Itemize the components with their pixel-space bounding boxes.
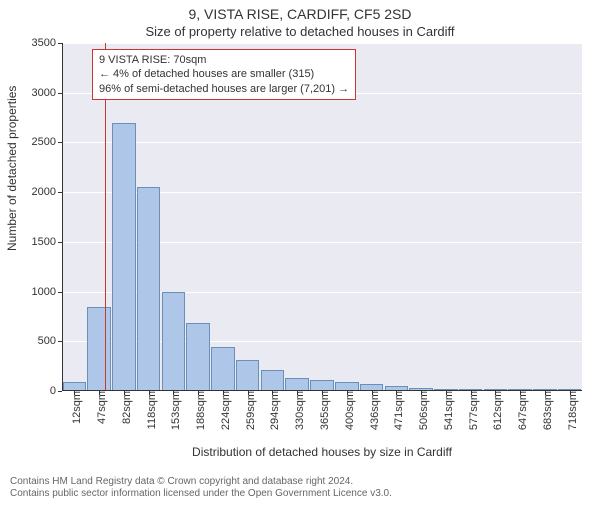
- x-tick-label: 118sqm: [140, 391, 158, 429]
- x-tick-label: 12sqm: [65, 391, 83, 424]
- x-tick-label: 294sqm: [263, 391, 281, 430]
- y-axis-label: Number of detached properties: [5, 86, 19, 251]
- y-tick-mark: [58, 43, 62, 44]
- callout-box: 9 VISTA RISE: 70sqm ← 4% of detached hou…: [92, 49, 356, 100]
- y-tick-mark: [58, 292, 62, 293]
- x-axis-label: Distribution of detached houses by size …: [62, 445, 582, 459]
- histogram-bar: [186, 323, 210, 391]
- x-tick-label: 683sqm: [536, 391, 554, 430]
- chart-title: 9, VISTA RISE, CARDIFF, CF5 2SD: [0, 6, 600, 22]
- chart-plot-area: 9 VISTA RISE: 70sqm ← 4% of detached hou…: [62, 43, 582, 391]
- histogram-bar: [236, 360, 260, 391]
- histogram-bar: [211, 347, 235, 391]
- x-tick-label: 612sqm: [486, 391, 504, 430]
- x-tick-label: 506sqm: [412, 391, 430, 430]
- histogram-bar: [360, 384, 384, 391]
- x-tick-label: 330sqm: [288, 391, 306, 430]
- x-tick-label: 541sqm: [437, 391, 455, 430]
- x-tick-label: 718sqm: [561, 391, 579, 430]
- x-tick-label: 400sqm: [338, 391, 356, 430]
- chart-subtitle: Size of property relative to detached ho…: [0, 24, 600, 39]
- footer-line2: Contains public sector information licen…: [10, 488, 392, 500]
- y-tick-mark: [58, 242, 62, 243]
- x-tick-label: 153sqm: [164, 391, 182, 430]
- callout-line3: 96% of semi-detached houses are larger (…: [99, 82, 349, 96]
- histogram-bar: [261, 370, 285, 391]
- footer-line1: Contains HM Land Registry data © Crown c…: [10, 476, 392, 488]
- histogram-bar: [335, 382, 359, 391]
- y-tick-mark: [58, 391, 62, 392]
- x-tick-label: 365sqm: [313, 391, 331, 430]
- x-tick-label: 647sqm: [511, 391, 529, 430]
- histogram-bar: [285, 378, 309, 391]
- x-tick-label: 188sqm: [189, 391, 207, 430]
- histogram-bar: [87, 307, 111, 392]
- histogram-bar: [112, 123, 136, 391]
- x-tick-label: 577sqm: [462, 391, 480, 430]
- y-tick-mark: [58, 93, 62, 94]
- callout-line1: 9 VISTA RISE: 70sqm: [99, 53, 349, 67]
- x-tick-label: 471sqm: [387, 391, 405, 430]
- x-tick-label: 224sqm: [214, 391, 232, 430]
- y-tick-mark: [58, 192, 62, 193]
- callout-line2: ← 4% of detached houses are smaller (315…: [99, 67, 349, 81]
- x-tick-label: 259sqm: [239, 391, 257, 430]
- x-tick-label: 436sqm: [363, 391, 381, 430]
- y-tick-mark: [58, 341, 62, 342]
- gridline: [62, 142, 582, 143]
- histogram-bar: [162, 292, 186, 391]
- x-tick-label: 47sqm: [90, 391, 108, 424]
- y-tick-mark: [58, 142, 62, 143]
- histogram-bar: [63, 382, 87, 391]
- footer-attribution: Contains HM Land Registry data © Crown c…: [10, 476, 392, 500]
- gridline: [62, 43, 582, 44]
- x-tick-label: 82sqm: [115, 391, 133, 424]
- histogram-bar: [137, 187, 161, 391]
- histogram-bar: [310, 380, 334, 391]
